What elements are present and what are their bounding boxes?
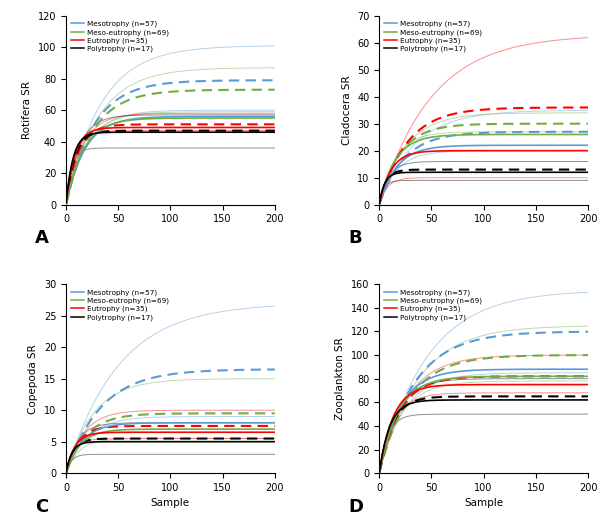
Y-axis label: Zooplankton SR: Zooplankton SR [335,337,346,420]
Y-axis label: Rotifera SR: Rotifera SR [22,81,32,139]
Legend: Mesotrophy (n=57), Meso-eutrophy (n=69), Eutrophy (n=35), Polytrophy (n=17): Mesotrophy (n=57), Meso-eutrophy (n=69),… [70,19,170,54]
Y-axis label: Cladocera SR: Cladocera SR [341,75,352,145]
Legend: Mesotrophy (n=57), Meso-eutrophy (n=69), Eutrophy (n=35), Polytrophy (n=17): Mesotrophy (n=57), Meso-eutrophy (n=69),… [383,288,484,322]
X-axis label: Sample: Sample [464,499,503,509]
X-axis label: Sample: Sample [151,499,190,509]
Text: D: D [348,498,363,516]
Legend: Mesotrophy (n=57), Meso-eutrophy (n=69), Eutrophy (n=35), Polytrophy (n=17): Mesotrophy (n=57), Meso-eutrophy (n=69),… [70,288,170,322]
Legend: Mesotrophy (n=57), Meso-eutrophy (n=69), Eutrophy (n=35), Polytrophy (n=17): Mesotrophy (n=57), Meso-eutrophy (n=69),… [383,19,484,54]
Text: C: C [35,498,48,516]
Text: A: A [35,229,49,248]
Text: B: B [348,229,362,248]
Y-axis label: Copepoda SR: Copepoda SR [28,344,38,413]
